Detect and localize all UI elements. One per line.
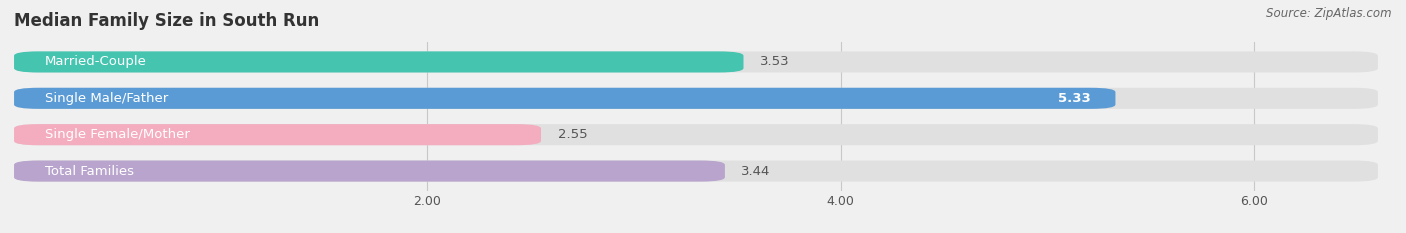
Text: 2.55: 2.55: [558, 128, 588, 141]
FancyBboxPatch shape: [14, 161, 725, 182]
Text: 5.33: 5.33: [1057, 92, 1091, 105]
FancyBboxPatch shape: [14, 124, 1378, 145]
FancyBboxPatch shape: [14, 124, 541, 145]
Text: Married-Couple: Married-Couple: [45, 55, 148, 69]
Text: Single Female/Mother: Single Female/Mother: [45, 128, 190, 141]
Text: 3.53: 3.53: [761, 55, 790, 69]
Text: Single Male/Father: Single Male/Father: [45, 92, 169, 105]
FancyBboxPatch shape: [14, 88, 1115, 109]
Text: 3.44: 3.44: [741, 164, 770, 178]
FancyBboxPatch shape: [14, 51, 1378, 72]
Text: Source: ZipAtlas.com: Source: ZipAtlas.com: [1267, 7, 1392, 20]
Text: Median Family Size in South Run: Median Family Size in South Run: [14, 12, 319, 30]
FancyBboxPatch shape: [14, 51, 744, 72]
Text: Total Families: Total Families: [45, 164, 134, 178]
FancyBboxPatch shape: [14, 88, 1378, 109]
FancyBboxPatch shape: [14, 161, 1378, 182]
